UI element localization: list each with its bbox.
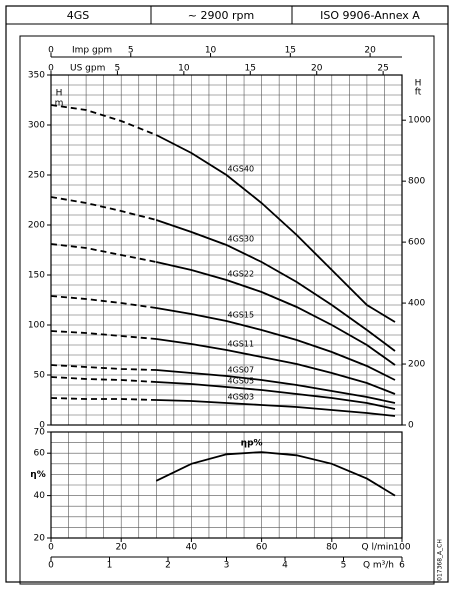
secondary-x-tick-label: 15 [245, 64, 256, 74]
curve [155, 451, 396, 497]
y-tick-label: 0 [39, 421, 45, 431]
y2-tick-label: 400 [408, 299, 425, 309]
y-tick-label: 200 [28, 221, 45, 231]
y-tick-label: 70 [34, 428, 46, 438]
x-tick-label: 100 [393, 543, 410, 553]
header-cell: ISO 9906-Annex A [320, 9, 420, 22]
secondary-x-tick-label: 5 [341, 561, 347, 571]
y2-tick-label: 0 [408, 421, 414, 431]
y-tick-label: 350 [28, 71, 45, 81]
secondary-x-tick-label: 6 [399, 561, 405, 571]
plot-frame [50, 74, 403, 426]
y2-tick-label: 600 [408, 238, 425, 248]
series-label: 4GS11 [228, 340, 255, 349]
secondary-x-label: US gpm [70, 64, 105, 74]
y2-axis-unit: ft [415, 88, 422, 98]
outer-frame [5, 5, 449, 583]
curve [156, 399, 396, 417]
curve-dashed [50, 397, 157, 401]
curve [156, 261, 396, 366]
curve [155, 134, 396, 323]
y-axis-unit: m [55, 99, 64, 109]
secondary-x-tick-label: 5 [115, 64, 121, 74]
secondary-x-label: Imp gpm [72, 46, 112, 56]
curve-dashed [50, 196, 157, 221]
curve [156, 381, 396, 410]
series-label: ηp% [241, 439, 263, 449]
curve-dashed [50, 330, 157, 340]
plot-frame [50, 431, 403, 539]
y2-tick-label: 1000 [408, 116, 431, 126]
doc-code: 017368_A_CH [437, 539, 444, 581]
secondary-x-tick-label: 15 [285, 46, 296, 56]
curve-dashed [50, 104, 157, 136]
series-label: 4GS30 [228, 235, 255, 244]
curve [156, 369, 396, 404]
y-axis-label: H [56, 89, 63, 99]
series-label: 4GS03 [228, 393, 255, 402]
y-tick-label: 40 [34, 491, 46, 501]
header-cell: 4GS [67, 9, 90, 22]
y-tick-label: 50 [34, 371, 46, 381]
x-tick-label: 40 [186, 543, 198, 553]
y-axis-label: η% [30, 470, 45, 480]
x-tick-label: 20 [115, 543, 127, 553]
y2-axis-label: H [415, 79, 422, 89]
curve-dashed [50, 243, 157, 263]
secondary-x-tick-label: 4 [282, 561, 288, 571]
secondary-x-tick-label: 5 [128, 46, 134, 56]
curve [156, 338, 396, 395]
y-tick-label: 60 [34, 449, 46, 459]
secondary-x-tick-label: 20 [311, 64, 323, 74]
secondary-x-tick-label: 0 [48, 64, 54, 74]
y-tick-label: 250 [28, 171, 45, 181]
secondary-x-tick-label: 0 [48, 46, 54, 56]
y-tick-label: 150 [28, 271, 45, 281]
x-tick-label: 80 [326, 543, 338, 553]
secondary-x-tick-label: 20 [364, 46, 376, 56]
secondary-x-tick-label: 25 [377, 64, 388, 74]
curve-dashed [50, 376, 157, 383]
header-cell: ~ 2900 rpm [188, 9, 254, 22]
secondary-x-tick-label: 10 [178, 64, 190, 74]
secondary-x-tick-label: 0 [48, 561, 54, 571]
chart-frame [19, 35, 435, 585]
x-axis-label: Q l/min [362, 543, 394, 553]
x-tick-label: 60 [256, 543, 268, 553]
secondary-x-tick-label: 2 [165, 561, 171, 571]
x-tick-label: 0 [48, 543, 54, 553]
curve [156, 307, 396, 381]
series-label: 4GS07 [228, 366, 255, 375]
series-label: 4GS22 [228, 270, 255, 279]
secondary-x-tick-label: 3 [224, 561, 230, 571]
series-label: 4GS40 [228, 165, 255, 174]
y-tick-label: 20 [34, 534, 46, 544]
series-label: 4GS15 [228, 311, 255, 320]
y-tick-label: 100 [28, 321, 45, 331]
curve-dashed [50, 295, 157, 309]
curve [156, 219, 396, 352]
secondary-x-tick-label: 10 [205, 46, 217, 56]
y-tick-label: 300 [28, 121, 45, 131]
secondary-x-tick-label: 1 [107, 561, 113, 571]
series-label: 4GS05 [228, 377, 255, 386]
secondary-x-label: Q m³/h [363, 561, 394, 571]
y2-tick-label: 800 [408, 177, 425, 187]
curve-dashed [50, 364, 157, 371]
y2-tick-label: 200 [408, 360, 425, 370]
